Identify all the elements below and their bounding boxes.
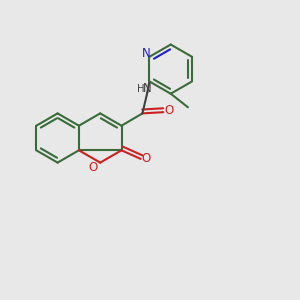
- Text: N: N: [143, 82, 152, 95]
- Text: H: H: [137, 85, 145, 94]
- Text: O: O: [164, 104, 173, 117]
- Text: O: O: [88, 160, 97, 174]
- Text: O: O: [142, 152, 151, 165]
- Text: N: N: [142, 47, 151, 60]
